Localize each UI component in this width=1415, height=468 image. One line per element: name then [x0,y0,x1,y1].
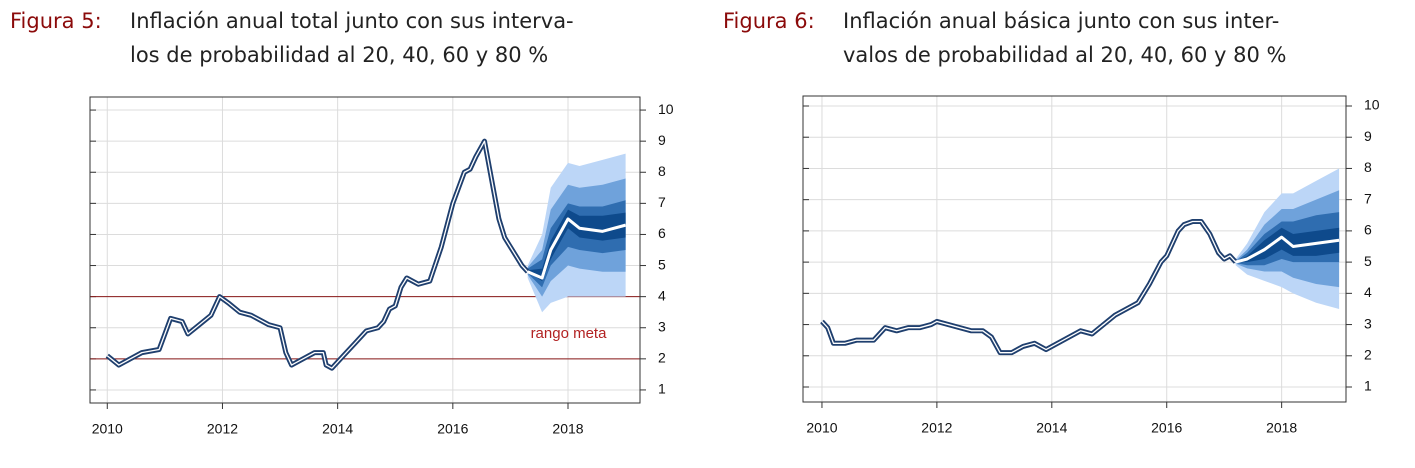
y-tick-label: 3 [658,318,666,334]
y-tick-label: 7 [1364,190,1372,206]
y-tick-label: 9 [658,132,666,148]
y-tick-label: 6 [1364,222,1372,238]
x-tick-label: 2016 [1151,420,1182,436]
annotation: rango meta [531,325,608,342]
y-tick-label: 9 [1364,128,1372,144]
history-line-core [106,140,529,369]
y-tick-label: 3 [1364,315,1372,331]
history-line-core [821,220,1237,354]
chart-title: los de probabilidad al 20, 40, 60 y 80 % [130,43,548,67]
x-tick-label: 2012 [207,421,238,437]
x-tick-label: 2012 [921,420,952,436]
forecast-line [1235,235,1340,264]
x-tick-label: 2014 [1036,420,1067,436]
y-tick-label: 1 [658,381,666,397]
chart-title: Inflación anual básica junto con sus int… [843,9,1279,33]
y-tick-label: 4 [658,287,666,303]
plot-frame [89,96,641,404]
y-tick-label: 5 [658,256,666,272]
x-tick-label: 2016 [437,421,468,437]
plot-frame [802,95,1347,403]
chart: Figura 6: Inflación anual básica junto co… [723,9,1380,436]
y-tick-label: 4 [1364,284,1372,300]
chart: Figura 5: Inflación anual total junto con… [10,9,674,437]
forecast-line [527,217,626,280]
interval-band [1235,227,1340,263]
y-tick-label: 2 [658,350,666,366]
history-line [105,138,530,371]
x-tick-label: 2018 [1266,420,1297,436]
y-tick-label: 6 [658,225,666,241]
interval-band [527,209,626,282]
figure-label: Figura 5: [10,9,102,33]
chart-title: valos de probabilidad al 20, 40, 60 y 80… [843,43,1286,67]
y-tick-label: 8 [658,163,666,179]
y-tick-label: 8 [1364,159,1372,175]
x-tick-label: 2014 [322,421,353,437]
x-tick-label: 2010 [92,421,123,437]
x-tick-label: 2010 [806,420,837,436]
figure-label: Figura 6: [723,9,815,33]
y-tick-label: 5 [1364,253,1372,269]
y-tick-label: 2 [1364,346,1372,362]
chart-title: Inflación anual total junto con sus inte… [130,9,574,33]
y-tick-label: 1 [1364,378,1372,394]
y-tick-label: 10 [658,101,674,117]
y-tick-label: 10 [1364,97,1380,113]
y-tick-label: 7 [658,194,666,210]
x-tick-label: 2018 [552,421,583,437]
